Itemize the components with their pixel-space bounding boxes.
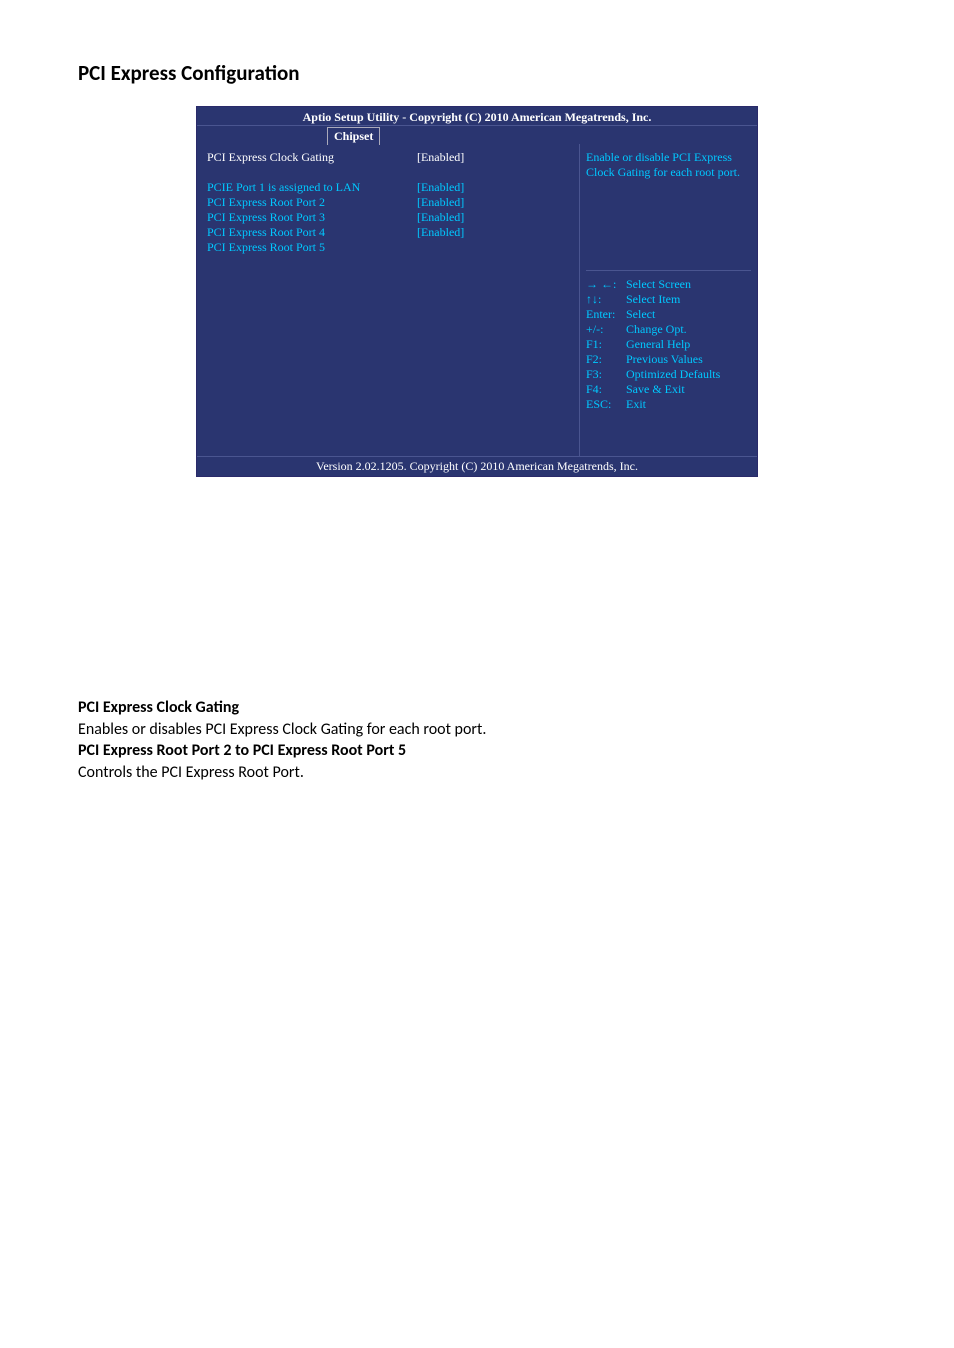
- key-v: Exit: [626, 397, 646, 412]
- desc-heading-1: PCI Express Clock Gating: [78, 697, 876, 719]
- desc-heading-2: PCI Express Root Port 2 to PCI Express R…: [78, 740, 876, 762]
- section-title: PCI Express Configuration: [78, 60, 876, 86]
- key-k: +/-:: [586, 322, 626, 337]
- key-k: F1:: [586, 337, 626, 352]
- key-k: F2:: [586, 352, 626, 367]
- bios-tab-chipset: Chipset: [327, 127, 380, 145]
- setting-value: [Enabled]: [417, 225, 569, 240]
- key-v: Select Screen: [626, 277, 691, 292]
- key-k: ↑↓:: [586, 292, 626, 307]
- key-k: ESC:: [586, 397, 626, 412]
- key-v: Save & Exit: [626, 382, 685, 397]
- description-block: PCI Express Clock Gating Enables or disa…: [78, 697, 876, 783]
- setting-label: PCI Express Clock Gating: [207, 150, 417, 165]
- setting-value: [Enabled]: [417, 195, 569, 210]
- bios-settings-panel: PCI Express Clock Gating PCIE Port 1 is …: [197, 144, 580, 456]
- bios-screenshot: Aptio Setup Utility - Copyright (C) 2010…: [196, 106, 758, 477]
- setting-label: PCI Express Root Port 3: [207, 210, 417, 225]
- key-v: Optimized Defaults: [626, 367, 720, 382]
- setting-label: PCIE Port 1 is assigned to LAN: [207, 180, 417, 195]
- key-k: F3:: [586, 367, 626, 382]
- bios-help-text: Enable or disable PCI Express Clock Gati…: [586, 150, 751, 180]
- desc-text-2: Controls the PCI Express Root Port.: [78, 762, 876, 784]
- bios-key-guide: → ←:Select Screen ↑↓:Select Item Enter:S…: [586, 270, 751, 412]
- setting-label: PCI Express Root Port 5: [207, 240, 417, 255]
- bios-footer: Version 2.02.1205. Copyright (C) 2010 Am…: [197, 456, 757, 476]
- key-v: Previous Values: [626, 352, 703, 367]
- key-k: F4:: [586, 382, 626, 397]
- bios-header-title: Aptio Setup Utility - Copyright (C) 2010…: [197, 107, 757, 126]
- bios-help-panel: Enable or disable PCI Express Clock Gati…: [580, 144, 757, 456]
- setting-label: PCI Express Root Port 2: [207, 195, 417, 210]
- key-v: General Help: [626, 337, 690, 352]
- setting-value: [Enabled]: [417, 180, 569, 195]
- desc-text-1: Enables or disables PCI Express Clock Ga…: [78, 719, 876, 741]
- key-v: Select Item: [626, 292, 680, 307]
- setting-value: [Enabled]: [417, 210, 569, 225]
- setting-label: PCI Express Root Port 4: [207, 225, 417, 240]
- key-v: Select: [626, 307, 655, 322]
- key-k: Enter:: [586, 307, 626, 322]
- setting-value: [Enabled]: [417, 150, 569, 165]
- key-v: Change Opt.: [626, 322, 687, 337]
- bios-tab-row: Chipset: [197, 126, 757, 144]
- key-k: → ←:: [586, 277, 626, 292]
